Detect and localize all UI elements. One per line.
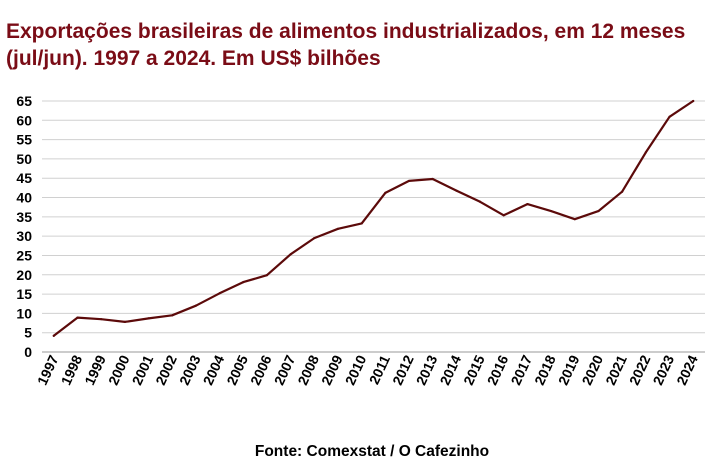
chart-title: Exportações brasileiras de alimentos ind… <box>6 20 686 70</box>
x-tick-label: 2014 <box>436 352 464 387</box>
x-tick-label: 2018 <box>531 352 559 387</box>
y-axis: 0 5 10 15 20 25 30 35 40 45 50 55 60 65 <box>16 93 32 360</box>
x-tick-label: 2017 <box>507 352 535 387</box>
y-tick-label: 65 <box>16 93 32 109</box>
data-point <box>313 236 316 240</box>
data-point <box>384 191 387 195</box>
data-point <box>455 189 458 192</box>
data-point <box>549 209 553 213</box>
x-tick-label: 2020 <box>578 352 606 387</box>
data-point <box>123 320 126 323</box>
x-tick-label: 2012 <box>389 352 417 387</box>
x-tick-label: 2021 <box>602 352 630 387</box>
y-tick-label: 35 <box>16 209 32 225</box>
gridlines <box>42 100 705 334</box>
x-tick-label: 2004 <box>200 352 228 387</box>
data-point <box>171 314 174 317</box>
x-tick-label: 2016 <box>484 352 512 387</box>
y-tick-label: 15 <box>16 286 32 302</box>
data-point <box>336 227 340 230</box>
data-point <box>265 274 269 277</box>
x-tick-label: 2010 <box>342 352 370 387</box>
x-tick-label: 2022 <box>626 352 654 387</box>
data-point <box>52 334 55 337</box>
y-tick-label: 25 <box>16 247 32 263</box>
x-tick-label: 2003 <box>176 352 204 387</box>
x-tick-label: 1997 <box>34 352 62 387</box>
series-line <box>52 99 695 337</box>
y-tick-label: 5 <box>24 325 32 341</box>
data-point <box>526 203 529 206</box>
data-point <box>76 316 79 319</box>
data-point <box>621 190 624 193</box>
data-point <box>289 253 292 256</box>
data-point <box>242 281 245 284</box>
y-tick-label: 10 <box>16 305 32 321</box>
source-note: Fonte: Comexstat / O Cafezinho <box>254 443 490 460</box>
x-tick-label: 1998 <box>58 352 86 387</box>
data-point <box>218 292 221 295</box>
data-point <box>668 115 671 118</box>
y-tick-label: 60 <box>16 112 32 128</box>
x-tick-label: 1999 <box>81 352 109 387</box>
x-tick-label: 2008 <box>294 352 322 387</box>
data-point <box>360 222 363 225</box>
data-point <box>644 151 647 154</box>
x-tick-label: 2007 <box>271 352 299 387</box>
x-tick-label: 2009 <box>318 352 346 387</box>
data-point <box>573 218 576 221</box>
x-tick-label: 2002 <box>152 352 180 387</box>
x-tick-label: 2019 <box>555 352 583 387</box>
x-axis: 1997199819992000200120022003200420052006… <box>34 351 705 388</box>
data-point <box>407 179 411 183</box>
y-tick-label: 50 <box>16 151 32 167</box>
x-tick-label: 2015 <box>460 352 488 387</box>
y-tick-label: 45 <box>16 170 32 186</box>
y-tick-label: 40 <box>16 190 32 206</box>
y-tick-label: 55 <box>16 132 32 148</box>
x-tick-label: 2000 <box>105 352 133 387</box>
data-point <box>502 214 505 217</box>
x-tick-label: 2023 <box>650 352 678 387</box>
x-tick-label: 2024 <box>673 352 701 387</box>
data-point <box>194 304 198 307</box>
series-polyline <box>52 99 695 337</box>
data-point <box>692 99 695 103</box>
x-tick-label: 2006 <box>247 352 275 387</box>
data-point <box>431 177 434 181</box>
y-tick-label: 20 <box>16 267 32 283</box>
data-point <box>147 317 150 320</box>
x-tick-label: 2013 <box>413 352 441 387</box>
data-point <box>597 209 600 213</box>
y-tick-label: 30 <box>16 228 32 244</box>
x-tick-label: 2001 <box>129 352 157 387</box>
data-point <box>478 200 482 203</box>
y-tick-label: 0 <box>24 344 32 360</box>
x-tick-label: 2005 <box>223 352 251 387</box>
data-point <box>100 318 103 321</box>
